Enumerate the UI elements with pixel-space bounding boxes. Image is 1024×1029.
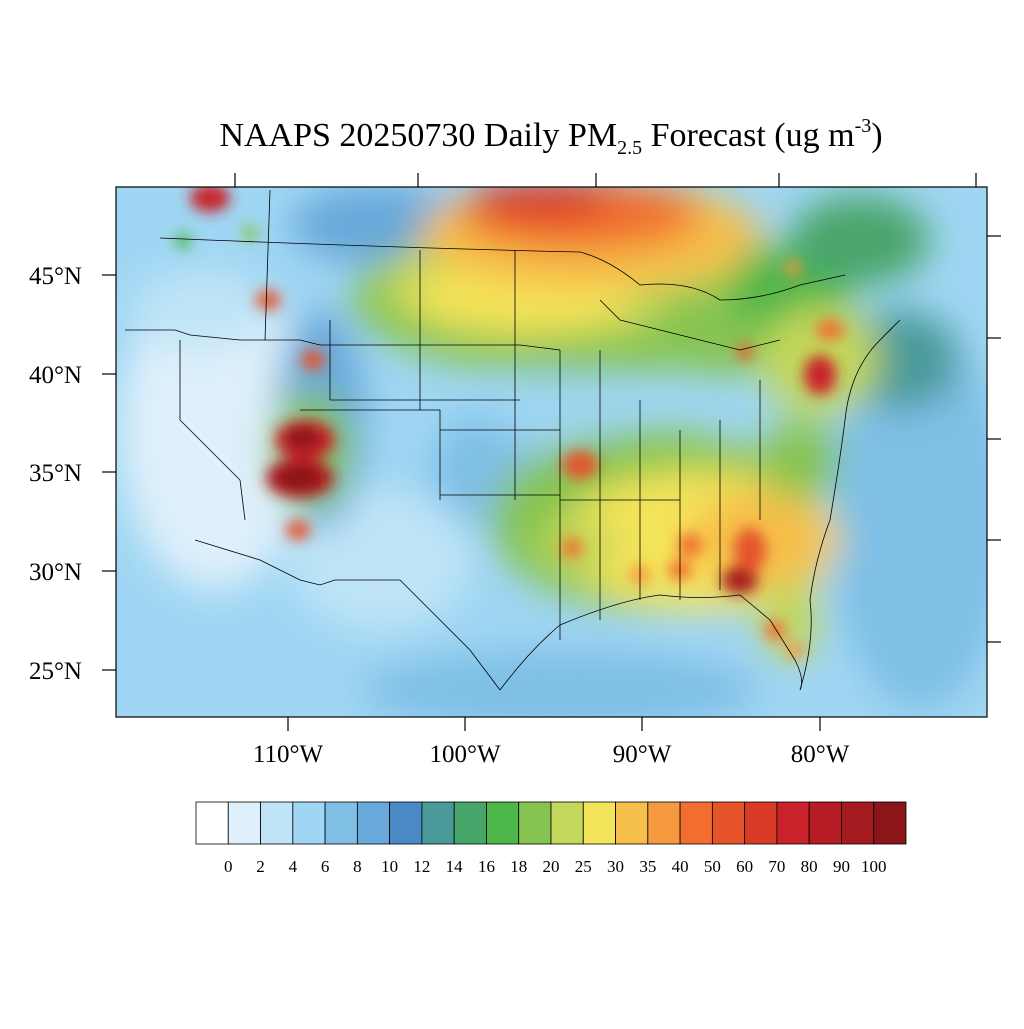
lon-label-80w: 80°W — [791, 741, 850, 768]
colorbar-label: 8 — [353, 857, 362, 876]
colorbar-label: 90 — [833, 857, 850, 876]
colorbar-swatch — [421, 801, 455, 845]
lat-label-30n: 30°N — [29, 559, 82, 586]
boundary-lines — [125, 189, 901, 691]
colorbar-swatch — [679, 801, 713, 845]
colorbar-label: 4 — [289, 857, 298, 876]
colorbar-swatch — [873, 801, 907, 845]
colorbar: 0 2 4 6 8 10 12 14 16 18 20 25 30 35 40 50 60 70 80 90 100 — [195, 801, 907, 876]
colorbar-swatch — [356, 801, 391, 845]
colorbar-swatch — [389, 801, 423, 845]
lon-label-100w: 100°W — [429, 741, 500, 768]
colorbar-swatch — [841, 801, 875, 845]
lat-label-40n: 40°N — [29, 362, 82, 389]
colorbar-swatch — [453, 801, 487, 845]
colorbar-swatch — [582, 801, 616, 845]
colorbar-label: 0 — [224, 857, 233, 876]
colorbar-swatch — [195, 801, 229, 845]
colorbar-swatch — [647, 801, 681, 845]
colorbar-swatch — [776, 801, 810, 845]
colorbar-swatch — [711, 801, 746, 845]
colorbar-label: 25 — [575, 857, 592, 876]
colorbar-swatch — [518, 801, 552, 845]
colorbar-label: 2 — [256, 857, 265, 876]
colorbar-swatch — [227, 801, 261, 845]
colorbar-label: 40 — [672, 857, 689, 876]
title-prefix: NAAPS 20250730 Daily PM — [219, 117, 617, 154]
colorbar-label: 50 — [704, 857, 721, 876]
colorbar-swatch — [744, 801, 778, 845]
lat-label-35n: 35°N — [29, 460, 82, 487]
title-close: ) — [871, 117, 882, 154]
colorbar-label: 60 — [736, 857, 753, 876]
colorbar-label: 30 — [607, 857, 624, 876]
map-frame — [115, 186, 988, 718]
lat-label-45n: 45°N — [29, 263, 82, 290]
axis-ticks — [102, 173, 1001, 731]
colorbar-label: 100 — [861, 857, 887, 876]
colorbar-swatch — [292, 801, 326, 845]
colorbar-label: 35 — [639, 857, 656, 876]
colorbar-label: 18 — [510, 857, 527, 876]
title-pm-subscript: 2.5 — [617, 137, 642, 159]
colorbar-label: 20 — [543, 857, 560, 876]
colorbar-label: 12 — [413, 857, 430, 876]
lon-label-90w: 90°W — [613, 741, 672, 768]
colorbar-label: 6 — [321, 857, 330, 876]
colorbar-swatch — [486, 801, 520, 845]
title-suffix: Forecast (ug m — [642, 117, 854, 154]
colorbar-label: 80 — [801, 857, 818, 876]
colorbar-swatch — [615, 801, 649, 845]
colorbar-swatch — [550, 801, 584, 845]
colorbar-label: 70 — [768, 857, 785, 876]
colorbar-label: 14 — [446, 857, 464, 876]
concentration-field — [116, 187, 987, 717]
colorbar-swatch — [260, 801, 294, 845]
colorbar-label: 10 — [381, 857, 398, 876]
map-title: NAAPS 20250730 Daily PM2.5 Forecast (ug … — [219, 115, 882, 159]
colorbar-label: 16 — [478, 857, 495, 876]
colorbar-swatch — [808, 801, 842, 845]
title-unit-superscript: -3 — [855, 115, 872, 137]
colorbar-swatch — [324, 801, 358, 845]
lon-label-110w: 110°W — [253, 741, 324, 768]
lat-label-25n: 25°N — [29, 658, 82, 685]
